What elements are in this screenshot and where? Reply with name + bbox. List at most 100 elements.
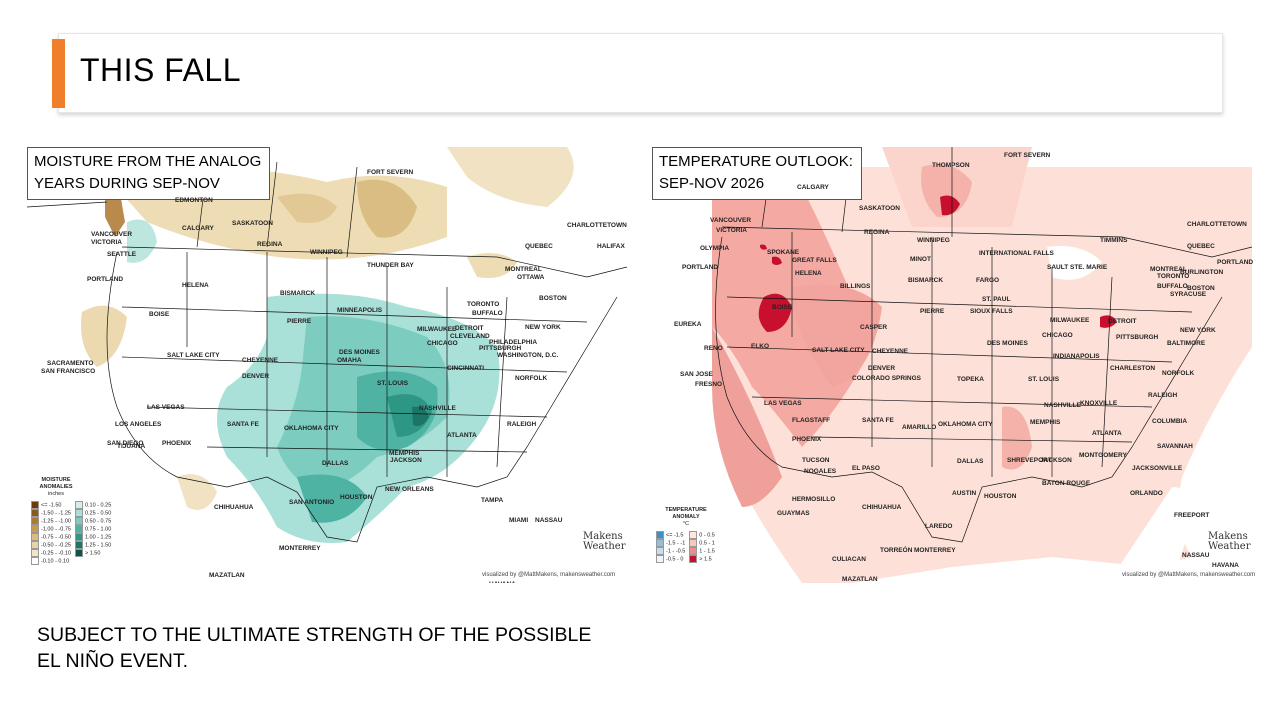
legend-entry: 1.25 - 1.50 [74,541,111,549]
city-label: CLEVELAND [450,333,490,340]
legend-entry: -0.25 - -0.10 [31,549,71,557]
city-label: DALLAS [957,458,984,465]
legend-entry: -1 - -0.5 [656,547,685,555]
city-label: NASHVILLE [1044,402,1081,409]
legend-label: 0 - 0.5 [699,532,715,539]
temperature-map-graphic [652,147,1264,583]
city-label: TIMMINS [1100,237,1128,244]
city-label: BOSTON [1187,285,1215,292]
city-label: RALEIGH [507,421,537,428]
city-label: RENO [704,345,723,352]
city-label: CHIHUAHUA [214,504,254,511]
city-label: FARGO [976,277,1000,284]
city-label: TORONTO [1157,273,1190,280]
city-label: TORONTO [467,301,500,308]
city-label: CINCINNATI [447,365,485,372]
legend-entry: <= -1.50 [31,501,71,509]
legend-entry: -0.5 - 0 [656,555,685,563]
legend-entry: > 1.5 [689,555,715,563]
city-label: SAN JOSE [680,371,713,378]
city-label: THUNDER BAY [367,262,414,269]
city-label: DES MOINES [987,340,1028,347]
city-label: JACKSON [1040,457,1072,464]
city-label: CULIACAN [832,556,866,563]
moisture-label-line2: YEARS DURING SEP-NOV [34,175,220,192]
footnote-line2: EL NIÑO EVENT. [37,650,188,672]
city-label: LOS ANGELES [115,421,162,428]
city-label: KNOXVILLE [1080,400,1118,407]
city-label: BOISE [772,304,793,311]
city-label: BATON ROUGE [1042,480,1091,487]
city-label: SIOUX FALLS [970,308,1013,315]
city-label: SHREVEPORT [1007,457,1052,464]
city-label: CHICAGO [1042,332,1073,339]
legend-label: > 1.50 [84,550,101,557]
legend-swatch [31,525,39,533]
title-box [58,33,1223,113]
city-label: MEMPHIS [389,450,420,457]
legend-entry: -1.00 - -0.75 [31,525,71,533]
logo-top-2: Makens [1208,531,1248,542]
city-label: VICTORIA [716,227,747,234]
legend-label: -0.50 - -0.25 [41,542,71,549]
city-label: OKLAHOMA CITY [284,425,339,432]
city-label: PITTSBURGH [479,345,522,352]
city-label: PIERRE [287,318,312,325]
legend-entry: 0.5 - 1 [689,539,715,547]
city-label: SAN ANTONIO [289,499,335,506]
city-label: EDMONTON [175,197,213,204]
legend-swatch [656,531,664,539]
legend-label: 0.75 - 1.00 [84,526,112,533]
city-label: HAVANA [1212,562,1239,569]
legend-entry: -0.75 - -0.50 [31,533,71,541]
city-label: PORTLAND [87,276,124,283]
legend-label: <= -1.50 [41,502,62,509]
legend-swatch [31,557,39,565]
temperature-legend-unit: °C [682,521,690,527]
legend-label: 0.10 - 0.25 [84,502,112,509]
city-label: SPOKANE [767,249,800,256]
city-label: SASKATOON [232,220,273,227]
city-label: ORLANDO [1130,490,1163,497]
city-label: GUAYMAS [777,510,810,517]
city-label: MILWAUKEE [1050,317,1090,324]
city-label: CHIHUAHUA [862,504,902,511]
legend-swatch [74,541,83,549]
legend-label: <= -1.5 [666,532,684,539]
legend-swatch [689,555,698,563]
legend-entry: 0.25 - 0.50 [74,509,111,517]
legend-swatch [689,531,698,539]
legend-label: -1 - -0.5 [666,548,686,555]
city-label: AUSTIN [952,490,977,497]
city-label: HELENA [182,282,209,289]
city-label: REGINA [864,229,890,236]
legend-label: 1.00 - 1.25 [84,534,112,541]
city-label: FLAGSTAFF [792,417,831,424]
city-label: BOISE [149,311,170,318]
temperature-credit: visualized by @MattMakens, makensweather… [1122,572,1256,578]
legend-label: -1.5 - -1 [666,540,686,547]
city-label: HALIFAX [597,243,625,250]
city-label: CHEYENNE [242,357,279,364]
legend-swatch [74,509,83,517]
logo-bottom: Weather [583,541,626,552]
city-label: SAN FRANCISCO [41,368,96,375]
city-label: HOUSTON [984,493,1017,500]
legend-label: 0.50 - 0.75 [84,518,112,525]
legend-entry: 0.50 - 0.75 [74,517,112,525]
city-label: SYRACUSE [1170,291,1207,298]
legend-label: -1.00 - -0.75 [41,526,71,533]
city-label: PHOENIX [792,436,822,443]
city-label: ATLANTA [447,432,477,439]
city-label: ELKO [751,343,770,350]
city-label: MEMPHIS [1030,419,1061,426]
city-label: SAVANNAH [1157,443,1193,450]
city-label: DETROIT [1108,318,1137,325]
city-label: NORFOLK [515,375,548,382]
city-label: TIJUANA [117,443,146,450]
city-label: DENVER [242,373,270,380]
legend-entry: 0.10 - 0.25 [74,501,112,509]
city-label: HERMOSILLO [792,496,836,503]
legend-swatch [689,539,698,547]
moisture-map-label: MOISTURE FROM THE ANALOG YEARS DURING SE… [27,147,271,200]
